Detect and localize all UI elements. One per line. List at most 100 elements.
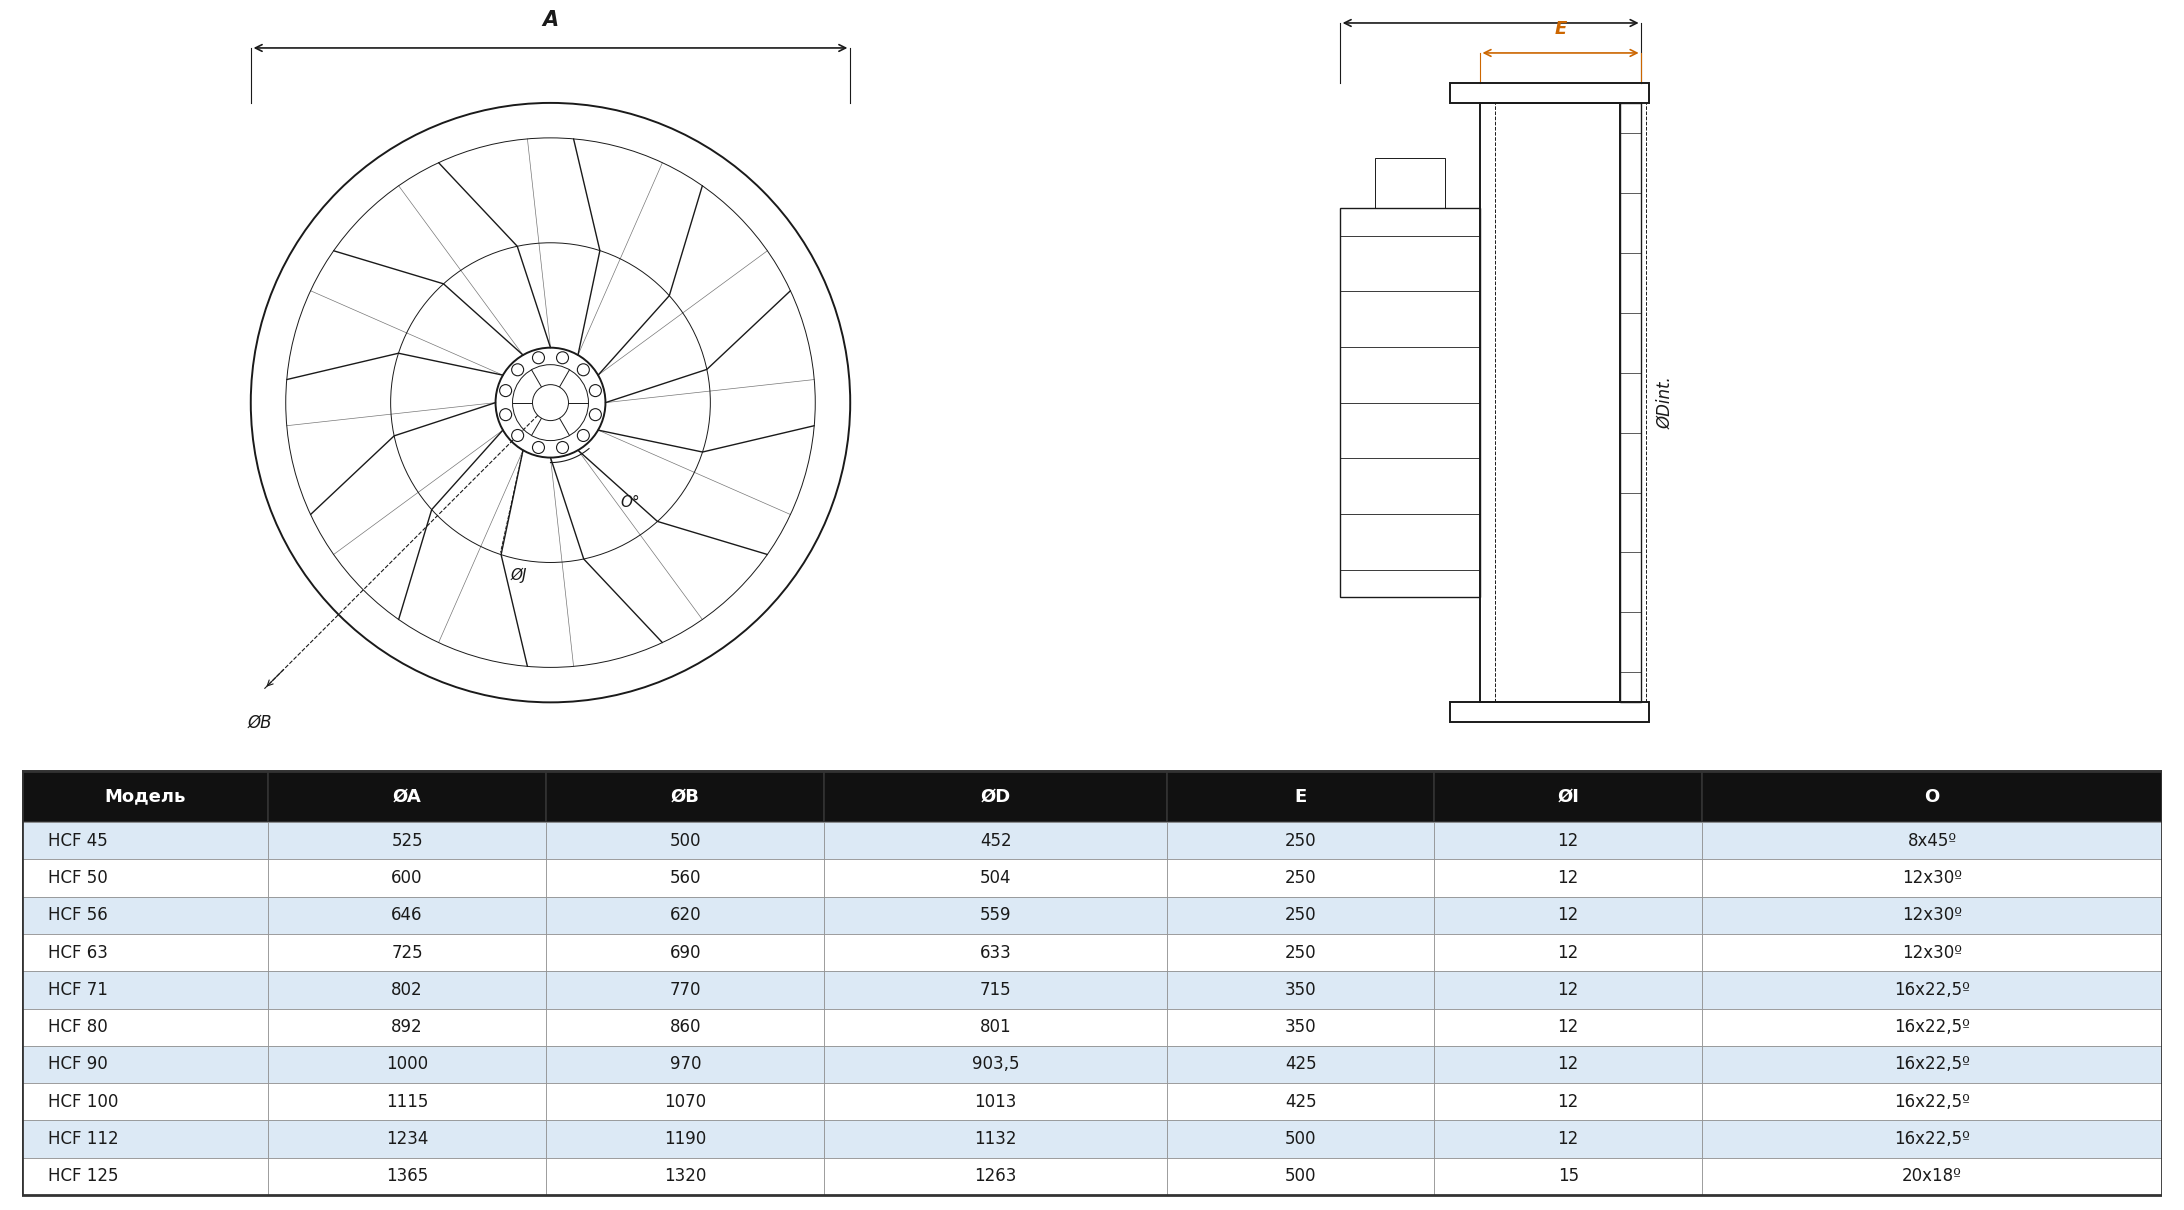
Text: 452: 452 bbox=[981, 831, 1011, 849]
Bar bbox=[1166, 934, 1435, 972]
Text: HCF 45: HCF 45 bbox=[48, 831, 107, 849]
Text: Модель: Модель bbox=[105, 788, 186, 806]
Bar bbox=[22, 1083, 269, 1120]
Bar bbox=[269, 1045, 546, 1083]
Bar bbox=[22, 972, 269, 1008]
Text: 725: 725 bbox=[391, 944, 424, 962]
Text: 970: 970 bbox=[670, 1055, 701, 1073]
Text: HCF 63: HCF 63 bbox=[48, 944, 107, 962]
Bar bbox=[823, 1045, 1166, 1083]
Circle shape bbox=[511, 364, 524, 376]
Text: 560: 560 bbox=[670, 869, 701, 887]
Text: 559: 559 bbox=[981, 906, 1011, 924]
Bar bbox=[269, 934, 546, 972]
Bar bbox=[1374, 157, 1444, 208]
Bar bbox=[1701, 822, 2162, 859]
Text: ØDint.: ØDint. bbox=[1655, 376, 1675, 430]
Bar bbox=[1166, 1158, 1435, 1195]
Text: 500: 500 bbox=[1284, 1130, 1317, 1148]
Text: 1000: 1000 bbox=[387, 1055, 428, 1073]
Bar bbox=[546, 859, 823, 897]
Text: HCF 56: HCF 56 bbox=[48, 906, 107, 924]
Text: 12: 12 bbox=[1557, 1093, 1579, 1111]
Text: 500: 500 bbox=[670, 831, 701, 849]
Bar bbox=[1435, 972, 1701, 1008]
Bar bbox=[22, 897, 269, 934]
Text: HCF 80: HCF 80 bbox=[48, 1018, 107, 1036]
Bar bbox=[22, 1120, 269, 1158]
Bar bbox=[1166, 897, 1435, 934]
Bar bbox=[546, 822, 823, 859]
Bar bbox=[1701, 771, 2162, 822]
Bar bbox=[1435, 771, 1701, 822]
Bar bbox=[1166, 1083, 1435, 1120]
Text: 250: 250 bbox=[1284, 944, 1317, 962]
Bar bbox=[823, 1008, 1166, 1045]
Text: 250: 250 bbox=[1284, 906, 1317, 924]
Text: E: E bbox=[1295, 788, 1306, 806]
Text: 250: 250 bbox=[1284, 869, 1317, 887]
Text: 1115: 1115 bbox=[387, 1093, 428, 1111]
Text: ØI: ØI bbox=[1557, 788, 1579, 806]
Text: 646: 646 bbox=[391, 906, 424, 924]
Text: 20x18º: 20x18º bbox=[1902, 1168, 1961, 1186]
Text: 12x30º: 12x30º bbox=[1902, 944, 1961, 962]
Text: 12: 12 bbox=[1557, 1055, 1579, 1073]
Text: 903,5: 903,5 bbox=[972, 1055, 1020, 1073]
Text: 525: 525 bbox=[391, 831, 424, 849]
Circle shape bbox=[500, 409, 511, 421]
Bar bbox=[269, 1008, 546, 1045]
Text: 1365: 1365 bbox=[387, 1168, 428, 1186]
Text: ВЕНТЕЛ: ВЕНТЕЛ bbox=[269, 970, 716, 1067]
Text: 1263: 1263 bbox=[974, 1168, 1018, 1186]
Bar bbox=[269, 771, 546, 822]
Bar bbox=[1701, 1045, 2162, 1083]
Bar bbox=[1479, 103, 1621, 702]
Text: 12x30º: 12x30º bbox=[1902, 869, 1961, 887]
Bar bbox=[1435, 822, 1701, 859]
Bar bbox=[22, 1045, 269, 1083]
Bar bbox=[546, 1158, 823, 1195]
Bar bbox=[1435, 1045, 1701, 1083]
Text: 12: 12 bbox=[1557, 981, 1579, 999]
Text: 12: 12 bbox=[1557, 831, 1579, 849]
Bar bbox=[1450, 702, 1649, 722]
Circle shape bbox=[533, 442, 544, 454]
Bar bbox=[1166, 822, 1435, 859]
Text: 12: 12 bbox=[1557, 944, 1579, 962]
Bar bbox=[1435, 934, 1701, 972]
Bar bbox=[823, 1158, 1166, 1195]
Bar bbox=[1435, 1158, 1701, 1195]
Text: 892: 892 bbox=[391, 1018, 424, 1036]
Text: 1234: 1234 bbox=[387, 1130, 428, 1148]
Bar bbox=[1435, 1008, 1701, 1045]
Text: O°: O° bbox=[620, 495, 640, 511]
Bar bbox=[22, 822, 269, 859]
Bar bbox=[1166, 972, 1435, 1008]
Bar bbox=[269, 1120, 546, 1158]
Text: 12: 12 bbox=[1557, 906, 1579, 924]
Text: 1070: 1070 bbox=[664, 1093, 705, 1111]
Bar bbox=[22, 1158, 269, 1195]
Text: 425: 425 bbox=[1284, 1093, 1317, 1111]
Bar bbox=[1339, 208, 1479, 598]
Bar bbox=[546, 934, 823, 972]
Bar bbox=[1701, 1083, 2162, 1120]
Text: 801: 801 bbox=[981, 1018, 1011, 1036]
Bar bbox=[1701, 972, 2162, 1008]
Text: ØB: ØB bbox=[670, 788, 699, 806]
Text: 350: 350 bbox=[1284, 1018, 1317, 1036]
Text: A: A bbox=[542, 10, 559, 30]
Text: 12: 12 bbox=[1557, 869, 1579, 887]
Circle shape bbox=[533, 352, 544, 364]
Text: 690: 690 bbox=[670, 944, 701, 962]
Text: O: O bbox=[1924, 788, 1939, 806]
Text: 633: 633 bbox=[981, 944, 1011, 962]
Bar bbox=[823, 1083, 1166, 1120]
Text: 16x22,5º: 16x22,5º bbox=[1894, 1130, 1970, 1148]
Text: ØA: ØA bbox=[393, 788, 422, 806]
Text: 860: 860 bbox=[670, 1018, 701, 1036]
Bar bbox=[1701, 897, 2162, 934]
Circle shape bbox=[557, 352, 568, 364]
Bar bbox=[269, 822, 546, 859]
